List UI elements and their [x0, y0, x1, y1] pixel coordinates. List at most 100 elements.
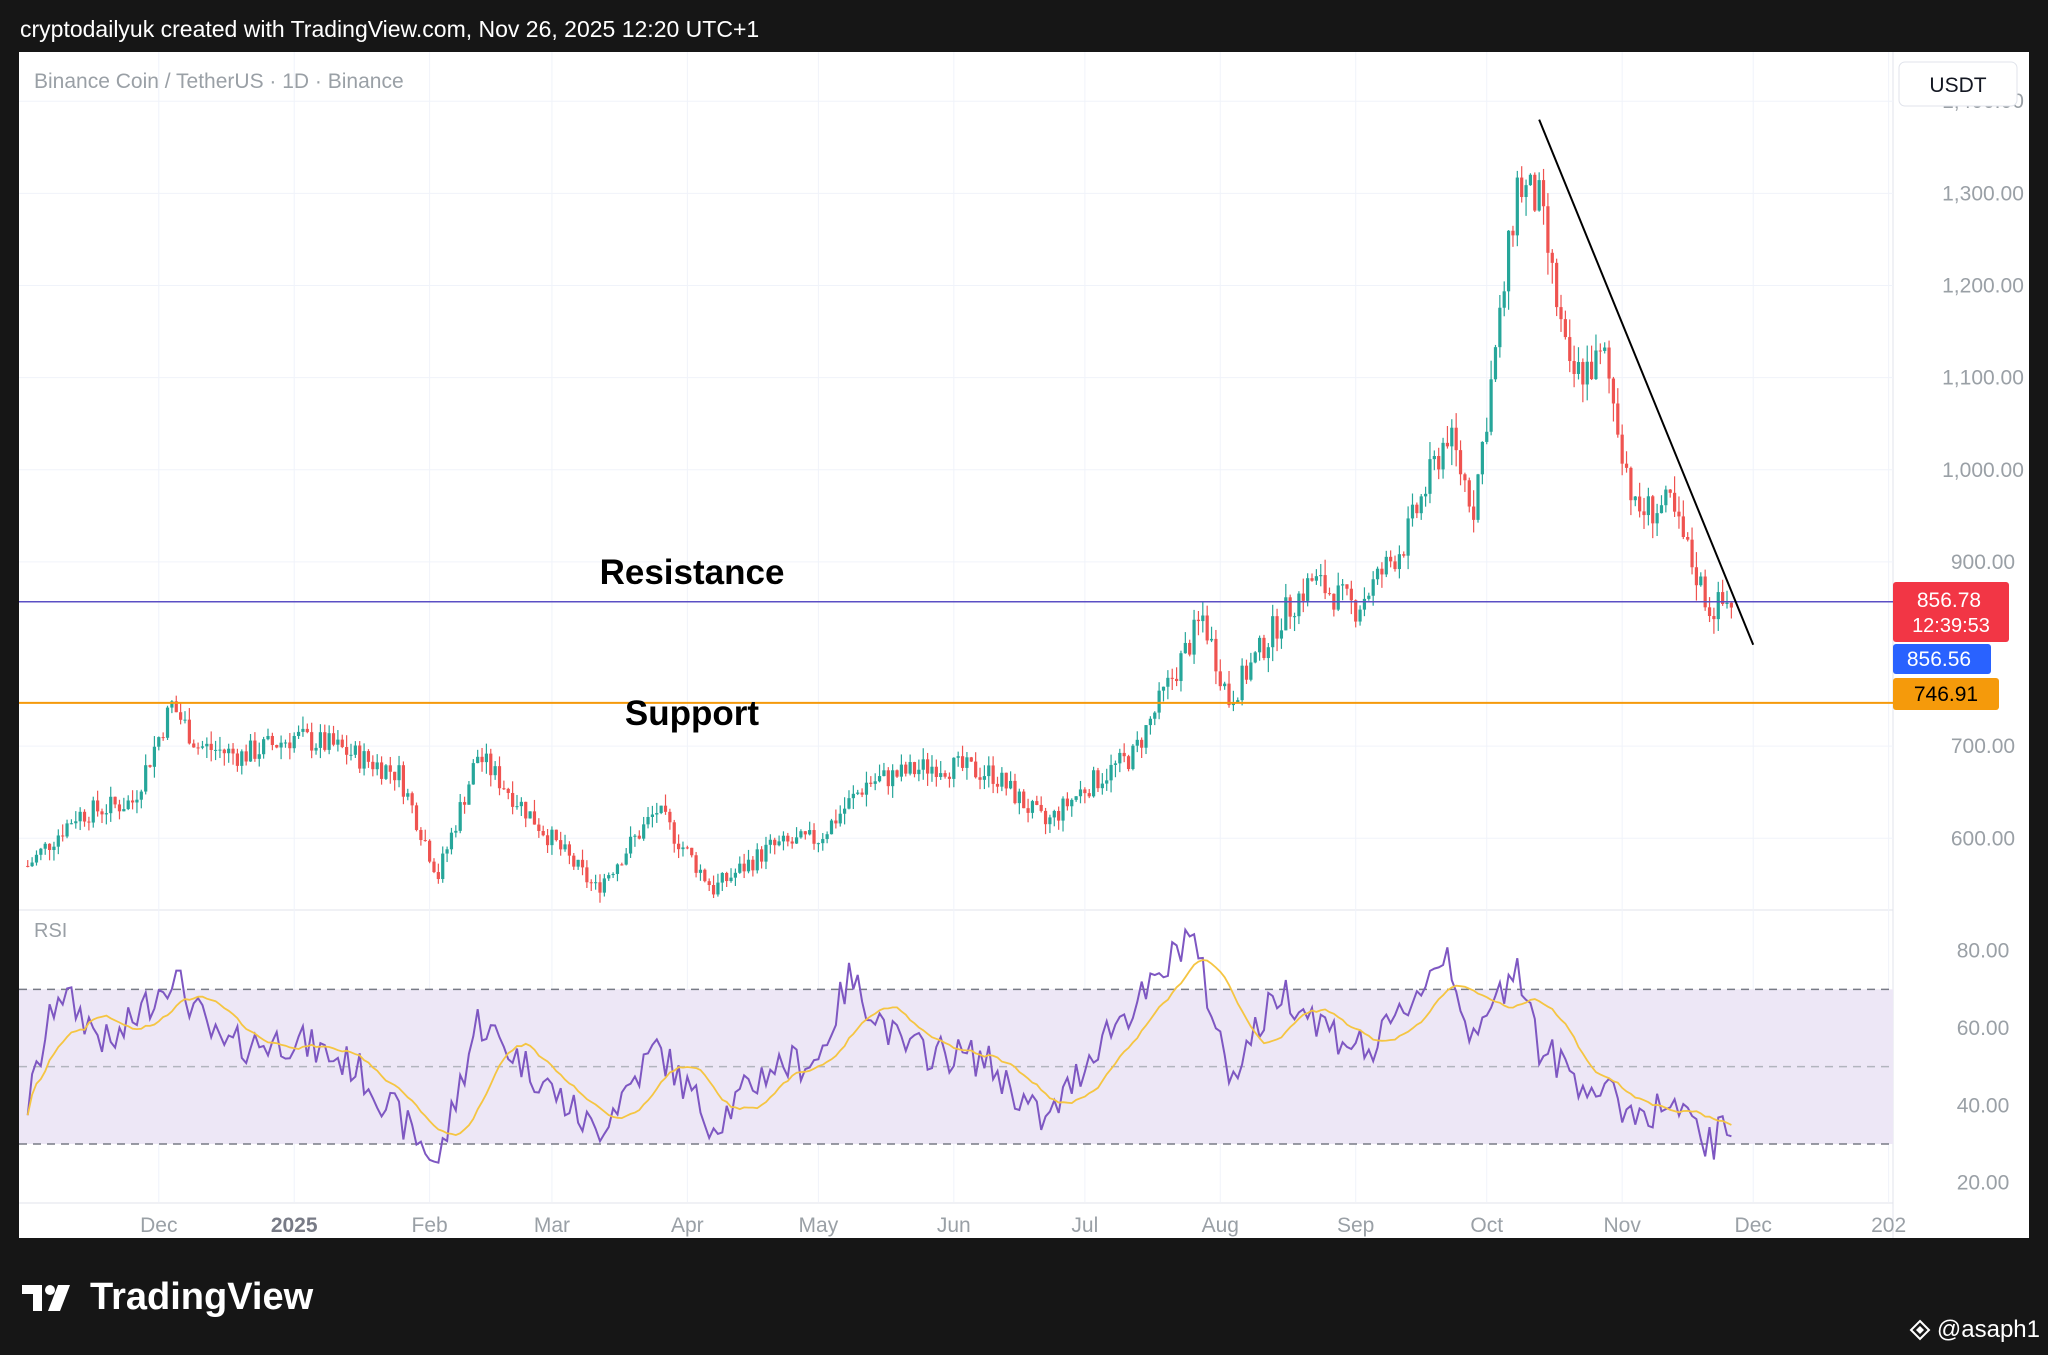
- candle-body: [1716, 592, 1720, 620]
- chart-panel[interactable]: 1,400.001,300.001,200.001,100.001,000.00…: [19, 52, 2029, 1238]
- candle-body: [1550, 252, 1554, 263]
- candle-body: [157, 737, 161, 747]
- candle-body: [1201, 615, 1205, 622]
- candle-body: [222, 749, 226, 754]
- candle-body: [144, 765, 148, 792]
- candle-body: [1485, 431, 1489, 442]
- candle-body: [1131, 745, 1135, 770]
- candle-body: [1629, 467, 1633, 501]
- candle-body: [1515, 177, 1519, 236]
- rsi-tick-label: 60.00: [1957, 1017, 2010, 1040]
- candle-body: [1209, 638, 1214, 641]
- candle-body: [559, 840, 563, 850]
- candle-body: [310, 732, 314, 751]
- price-tick-label: 1,100.00: [1942, 367, 2024, 390]
- time-tick-label: Sep: [1337, 1214, 1374, 1237]
- candle-body: [165, 707, 170, 738]
- candle-body: [467, 784, 471, 805]
- candle-body: [1642, 511, 1646, 516]
- candle-body: [174, 701, 178, 713]
- candle-body: [602, 878, 606, 893]
- candle-body: [1249, 662, 1253, 680]
- candle-body: [939, 773, 943, 777]
- candle-body: [681, 847, 685, 850]
- candle-body: [423, 840, 427, 842]
- candle-body: [1275, 616, 1279, 639]
- candle-body: [838, 813, 842, 824]
- candle-body: [480, 756, 484, 763]
- candle-body: [78, 811, 82, 822]
- candle-body: [1389, 556, 1393, 562]
- candle-body: [1288, 597, 1292, 617]
- candle-body: [1157, 690, 1161, 713]
- candle-body: [668, 811, 672, 823]
- candle-body: [777, 841, 781, 846]
- candle-body: [995, 783, 1000, 787]
- candle-body: [642, 824, 646, 839]
- candle-body: [1354, 600, 1358, 622]
- candle-body: [240, 751, 244, 766]
- candle-body: [646, 816, 650, 825]
- candle-body: [1607, 347, 1611, 379]
- candle-body: [200, 746, 205, 748]
- candle-body: [379, 762, 384, 779]
- candle-body: [318, 732, 323, 748]
- price-chart[interactable]: 1,400.001,300.001,200.001,100.001,000.00…: [19, 52, 2029, 1238]
- candle-body: [1489, 379, 1493, 432]
- tradingview-logo-icon: [22, 1284, 70, 1311]
- tradingview-logo[interactable]: TradingView: [22, 1276, 313, 1319]
- candle-body: [1279, 630, 1284, 639]
- candle-body: [1572, 361, 1576, 374]
- candle-body: [829, 820, 834, 835]
- candle-body: [794, 837, 799, 844]
- candle-body: [834, 820, 838, 824]
- candle-body: [799, 831, 803, 838]
- candle-body: [436, 872, 440, 880]
- candle-body: [1126, 756, 1131, 770]
- candle-body: [192, 743, 196, 748]
- candle-body: [563, 844, 567, 850]
- candle-body: [471, 763, 475, 785]
- time-tick-label: Aug: [1202, 1214, 1239, 1237]
- candle-body: [262, 739, 266, 755]
- candle-body: [611, 873, 615, 876]
- currency-button[interactable]: [1898, 61, 2018, 107]
- candle-body: [52, 846, 56, 850]
- candle-body: [47, 843, 52, 850]
- candle-body: [179, 712, 183, 720]
- candle-body: [580, 859, 585, 868]
- candle-body: [397, 765, 401, 781]
- candle-body: [698, 869, 703, 873]
- candle-body: [1078, 789, 1083, 797]
- candle-body: [1624, 463, 1629, 468]
- candle-body: [825, 834, 829, 840]
- candle-body: [1196, 619, 1201, 622]
- candle-body: [1559, 307, 1563, 320]
- candle-body: [1432, 456, 1436, 460]
- candle-body: [729, 877, 733, 882]
- candle-body: [904, 764, 908, 774]
- brand-name: TradingView: [90, 1276, 314, 1318]
- candle-body: [1585, 361, 1589, 385]
- candle-body: [1511, 230, 1515, 236]
- candle-body: [1533, 174, 1537, 211]
- time-tick-label: Dec: [1735, 1214, 1772, 1237]
- candle-body: [912, 762, 917, 775]
- candle-body: [982, 776, 986, 780]
- candle-body: [1057, 810, 1061, 821]
- candle-body: [288, 742, 292, 749]
- rsi-band: [19, 988, 1893, 1145]
- candle-body: [1271, 616, 1275, 648]
- binance-diamond-icon: [1909, 1319, 1931, 1341]
- candle-body: [1423, 493, 1428, 497]
- candle-body: [847, 798, 851, 809]
- trendline: [1538, 119, 1755, 646]
- currency-label: USDT: [1929, 74, 1986, 97]
- time-tick-label: Nov: [1603, 1214, 1641, 1237]
- candle-body: [585, 867, 589, 883]
- candle-body: [279, 742, 283, 748]
- candle-body: [1402, 554, 1406, 556]
- candle-body: [532, 811, 537, 825]
- candle-body: [633, 835, 637, 837]
- candle-body: [213, 749, 218, 751]
